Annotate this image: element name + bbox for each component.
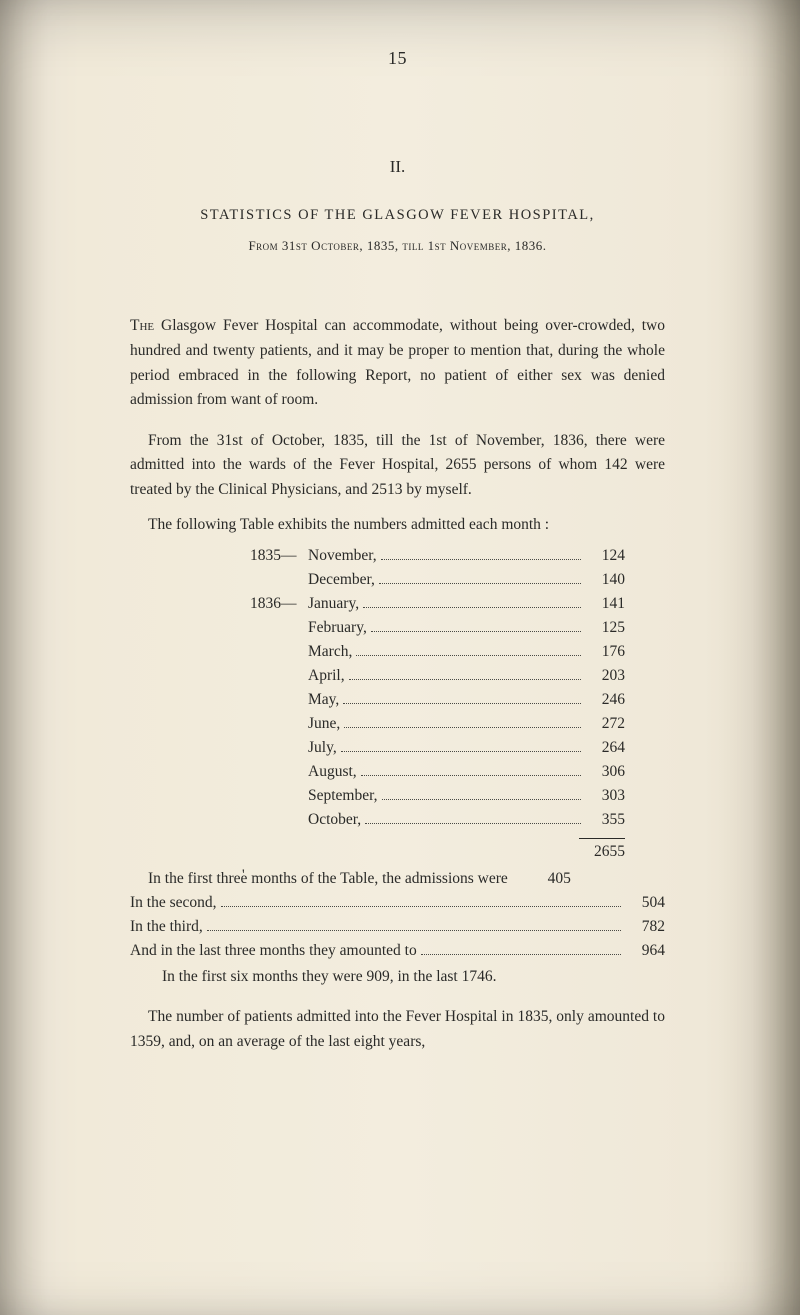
table-row: 1835— November, 124: [250, 544, 625, 568]
row-value: 272: [585, 712, 625, 736]
summary-row: In the first three months of the Table, …: [130, 867, 665, 891]
subtitle: From 31st October, 1835, till 1st Novemb…: [130, 238, 665, 254]
summary-label: In the first three months of the Table, …: [130, 867, 508, 891]
table-row: July, 264: [250, 736, 625, 760]
row-value: 303: [585, 784, 625, 808]
row-value: 355: [585, 808, 625, 832]
month-table: 1835— November, 124 December, 140 1836— …: [250, 544, 625, 832]
row-month: April,: [308, 664, 345, 688]
tail-paragraph: The number of patients admitted into the…: [130, 1005, 665, 1055]
leader-dots: [382, 790, 581, 800]
row-value: 306: [585, 760, 625, 784]
table-row: October, 355: [250, 808, 625, 832]
table-row: August, 306: [250, 760, 625, 784]
row-month: December,: [308, 568, 375, 592]
leader-dots: [341, 742, 581, 752]
row-value: 203: [585, 664, 625, 688]
page-number: 15: [130, 48, 665, 69]
row-value: 141: [585, 592, 625, 616]
row-month: November,: [308, 544, 377, 568]
summary-row: In the second, 504: [130, 891, 665, 915]
table-row: December, 140: [250, 568, 625, 592]
row-month: August,: [308, 760, 357, 784]
margin-mark-icon: ': [242, 867, 245, 884]
row-year: 1835—: [250, 544, 308, 568]
table-intro: The following Table exhibits the numbers…: [130, 513, 665, 538]
row-month: October,: [308, 808, 361, 832]
summary-label: In the second,: [130, 891, 217, 915]
table-row: 1836— January, 141: [250, 592, 625, 616]
leader-dots: [379, 574, 581, 584]
table-row: September, 303: [250, 784, 625, 808]
paragraph-1: The Glasgow Fever Hospital can accommoda…: [130, 314, 665, 413]
table-row: February, 125: [250, 616, 625, 640]
row-value: 176: [585, 640, 625, 664]
leader-dots: [344, 718, 581, 728]
row-month: January,: [308, 592, 359, 616]
row-month: June,: [308, 712, 340, 736]
table-row: March, 176: [250, 640, 625, 664]
row-value: 246: [585, 688, 625, 712]
table-row: May, 246: [250, 688, 625, 712]
leader-dots: [361, 766, 581, 776]
row-month: May,: [308, 688, 339, 712]
para1-body: Glasgow Fever Hospital can accommodate, …: [130, 317, 665, 408]
row-month: July,: [308, 736, 337, 760]
row-month: March,: [308, 640, 352, 664]
summary-value: 504: [625, 891, 665, 915]
title: STATISTICS OF THE GLASGOW FEVER HOSPITAL…: [130, 207, 665, 224]
summary-label: And in the last three months they amount…: [130, 939, 417, 963]
leader-dots: [365, 814, 581, 824]
table-row: April, 203: [250, 664, 625, 688]
total-value: 2655: [130, 843, 625, 861]
row-value: 140: [585, 568, 625, 592]
leader-dots: [221, 897, 621, 907]
summary-value: 405: [530, 867, 571, 891]
leader-dots: [349, 670, 581, 680]
page: 15 II. STATISTICS OF THE GLASGOW FEVER H…: [0, 0, 800, 1315]
para1-lead: The: [130, 317, 154, 334]
leader-dots: [371, 622, 581, 632]
leader-dots: [207, 921, 621, 931]
paragraph-2: From the 31st of October, 1835, till the…: [130, 429, 665, 503]
leader-dots: [421, 945, 621, 955]
row-year: 1836—: [250, 592, 308, 616]
leader-dots: [356, 646, 581, 656]
summary-row: In the third, 782: [130, 915, 665, 939]
summary-value: 782: [625, 915, 665, 939]
summary-label: In the third,: [130, 915, 203, 939]
leader-dots: [343, 694, 581, 704]
table-row: June, 272: [250, 712, 625, 736]
row-value: 125: [585, 616, 625, 640]
row-value: 264: [585, 736, 625, 760]
section-number: II.: [130, 157, 665, 177]
row-value: 124: [585, 544, 625, 568]
row-month: September,: [308, 784, 378, 808]
summary-value: 964: [625, 939, 665, 963]
total-rule: [579, 838, 625, 839]
content-area: 15 II. STATISTICS OF THE GLASGOW FEVER H…: [130, 48, 665, 1063]
row-month: February,: [308, 616, 367, 640]
summary-row: And in the last three months they amount…: [130, 939, 665, 963]
leader-dots: [381, 550, 581, 560]
leader-dots: [363, 598, 581, 608]
tail-line-1: In the first six months they were 909, i…: [130, 965, 665, 990]
